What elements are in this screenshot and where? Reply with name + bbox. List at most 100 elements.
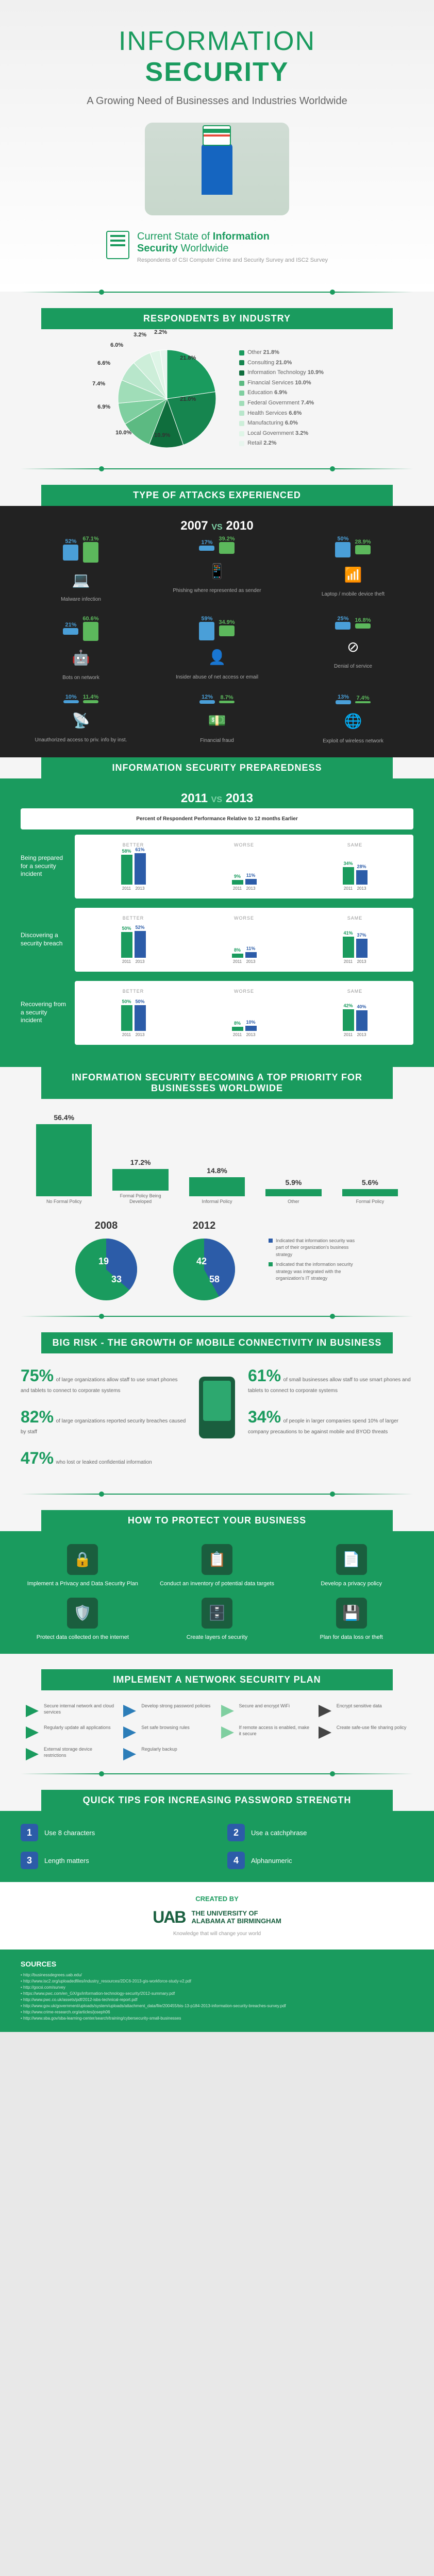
tip-item: 1Use 8 characters — [21, 1824, 207, 1841]
arrow-icon — [319, 1726, 331, 1739]
arrow-icon — [123, 1748, 136, 1760]
network-section: Secure internal network and cloud servic… — [0, 1690, 434, 1773]
priority-bar: 5.6%Formal Policy — [342, 1178, 398, 1205]
priority-bar: 17.2%Formal Policy Being Developed — [112, 1158, 168, 1205]
source-url: • http://www.crime-research.org/articles… — [21, 2009, 413, 2015]
protect-icon: 🔒 — [67, 1544, 98, 1575]
section-attacks-title: TYPE OF ATTACKS EXPERIENCED — [41, 485, 393, 506]
attack-item: 12% 8.7% 💵 Financial fraud — [157, 694, 277, 744]
mobile-fact: 47% who lost or leaked confidential info… — [21, 1449, 186, 1468]
current-state-block: Current State of Information Security Wo… — [21, 231, 413, 263]
network-item: If remote access is enabled, make it sec… — [221, 1725, 311, 1739]
attacks-section: 2007 VS 2010 52% 67.1% 💻 Malware infecti… — [0, 506, 434, 757]
network-item: Set safe browsing rules — [123, 1725, 213, 1739]
attack-icon: 🌐 — [340, 708, 366, 734]
attack-item: 25% 16.8% ⊘ Denial of service — [293, 616, 413, 681]
svg-text:19: 19 — [98, 1256, 109, 1266]
attack-icon: 👤 — [204, 645, 230, 670]
year-pie: 2008 19 33 — [73, 1220, 140, 1303]
protect-item: 📄Develop a privacy policy — [289, 1544, 413, 1587]
arrow-icon — [26, 1726, 39, 1739]
tips-section: 1Use 8 characters 2Use a catchphrase 3Leng… — [0, 1811, 434, 1882]
source-url: • https://www.pwc.com/en_GX/gx/informati… — [21, 1991, 413, 1997]
protect-item: 🗄️Create layers of security — [155, 1598, 279, 1641]
protect-icon: 📄 — [336, 1544, 367, 1575]
respondents-section: 21.8%21.0%10.9%10.0%6.9%7.4%6.6%6.0%3.2%… — [0, 329, 434, 468]
section-mobile-title: BIG RISK - THE GROWTH OF MOBILE CONNECTI… — [41, 1332, 393, 1353]
section-tips-title: QUICK TIPS FOR INCREASING PASSWORD STREN… — [41, 1790, 393, 1811]
phone-icon — [199, 1377, 235, 1438]
source-url: • http://www.sba.gov/sba-learning-center… — [21, 2015, 413, 2022]
section-protect-title: HOW TO PROTECT YOUR BUSINESS — [41, 1510, 393, 1531]
network-item: Create safe-use file sharing policy — [319, 1725, 408, 1739]
tablet-illustration — [145, 123, 289, 215]
attack-item: 52% 67.1% 💻 Malware infection — [21, 536, 141, 603]
pie-legend: Other 21.8%Consulting 21.0%Information T… — [239, 348, 324, 449]
network-item: Secure and encrypt WiFi — [221, 1703, 311, 1717]
network-item: Develop strong password policies — [123, 1703, 213, 1717]
header: INFORMATION SECURITY A Growing Need of B… — [0, 0, 434, 292]
tip-item: 2Use a catchphrase — [227, 1824, 413, 1841]
section-prep-title: INFORMATION SECURITY PREPAREDNESS — [41, 757, 393, 778]
preparedness-section: 2011 VS 2013 Percent of Respondent Perfo… — [0, 778, 434, 1067]
attack-icon: ⊘ — [340, 634, 366, 659]
source-url: • http://www.pwc.co.uk/assets/pdf/2012-i… — [21, 1997, 413, 2003]
network-item: External storage device restrictions — [26, 1747, 115, 1760]
protect-icon: 🛡️ — [67, 1598, 98, 1629]
section-respondents-title: RESPONDENTS BY INDUSTRY — [41, 308, 393, 329]
footer: CREATED BY UAB THE UNIVERSITY OFALABAMA … — [0, 1882, 434, 1950]
priority-bar: 5.9%Other — [265, 1178, 321, 1205]
tip-item: 3Length matters — [21, 1852, 207, 1869]
source-url: • http://businessdegrees.uab.edu/ — [21, 1972, 413, 1978]
arrow-icon — [319, 1705, 331, 1717]
attack-item: 21% 60.6% 🤖 Bots on network — [21, 616, 141, 681]
prep-row: Recovering from a security incidentBETTE… — [21, 981, 413, 1045]
protect-item: 📋Conduct an inventory of potential data … — [155, 1544, 279, 1587]
arrow-icon — [123, 1726, 136, 1739]
attack-icon: 📱 — [204, 558, 230, 584]
arrow-icon — [26, 1705, 39, 1717]
section-priority-title: INFORMATION SECURITY BECOMING A TOP PRIO… — [41, 1067, 393, 1099]
protect-item: 💾Plan for data loss or theft — [289, 1598, 413, 1641]
sources-section: SOURCES • http://businessdegrees.uab.edu… — [0, 1950, 434, 2032]
protect-section: 🔒Implement a Privacy and Data Security P… — [0, 1531, 434, 1654]
source-url: • http://www.isc2.org/uploadedfiles/indu… — [21, 1978, 413, 1985]
attack-icon: 💻 — [68, 567, 94, 592]
mobile-fact: 61% of small businesses allow staff to u… — [248, 1366, 413, 1395]
protect-item: 🔒Implement a Privacy and Data Security P… — [21, 1544, 145, 1587]
svg-text:33: 33 — [111, 1274, 122, 1284]
source-url: • http://gocsi.com/survey — [21, 1985, 413, 1991]
arrow-icon — [123, 1705, 136, 1717]
arrow-icon — [26, 1748, 39, 1760]
year-pie: 2012 42 58 — [171, 1220, 238, 1303]
tip-item: 4Alphanumeric — [227, 1852, 413, 1869]
arrow-icon — [221, 1726, 234, 1739]
attack-item: 17% 39.2% 📱 Phishing where represented a… — [157, 536, 277, 603]
protect-icon: 💾 — [336, 1598, 367, 1629]
industry-pie-chart: 21.8%21.0%10.9%10.0%6.9%7.4%6.6%6.0%3.2%… — [110, 342, 224, 455]
subtitle: A Growing Need of Businesses and Industr… — [21, 95, 413, 107]
attack-item: 50% 28.9% 📶 Laptop / mobile device theft — [293, 536, 413, 603]
attack-icon: 📡 — [68, 707, 94, 733]
prep-row: Discovering a security breachBETTER 50%2… — [21, 908, 413, 972]
network-item: Encrypt sensitive data — [319, 1703, 408, 1717]
source-url: • http://www.gov.uk/government/uploads/s… — [21, 2003, 413, 2009]
priority-bar: 14.8%Informal Policy — [189, 1166, 245, 1204]
uab-logo: UAB — [153, 1908, 185, 1927]
mobile-fact: 75% of large organizations allow staff t… — [21, 1366, 186, 1395]
mobile-fact: 82% of large organizations reported secu… — [21, 1408, 186, 1436]
attack-item: 59% 34.9% 👤 Insider abuse of net access … — [157, 616, 277, 681]
svg-text:42: 42 — [196, 1256, 207, 1266]
attack-icon: 📶 — [340, 562, 366, 587]
arrow-icon — [221, 1705, 234, 1717]
protect-icon: 🗄️ — [202, 1598, 232, 1629]
mobile-section: 75% of large organizations allow staff t… — [0, 1353, 434, 1494]
network-item: Regularly update all applications — [26, 1725, 115, 1739]
attack-item: 10% 11.4% 📡 Unauthorized access to priv.… — [21, 694, 141, 744]
clipboard-icon — [106, 231, 129, 259]
attack-icon: 💵 — [204, 708, 230, 734]
svg-text:58: 58 — [209, 1274, 220, 1284]
network-item: Secure internal network and cloud servic… — [26, 1703, 115, 1717]
protect-icon: 📋 — [202, 1544, 232, 1575]
priority-bar: 56.4%No Formal Policy — [36, 1113, 92, 1205]
